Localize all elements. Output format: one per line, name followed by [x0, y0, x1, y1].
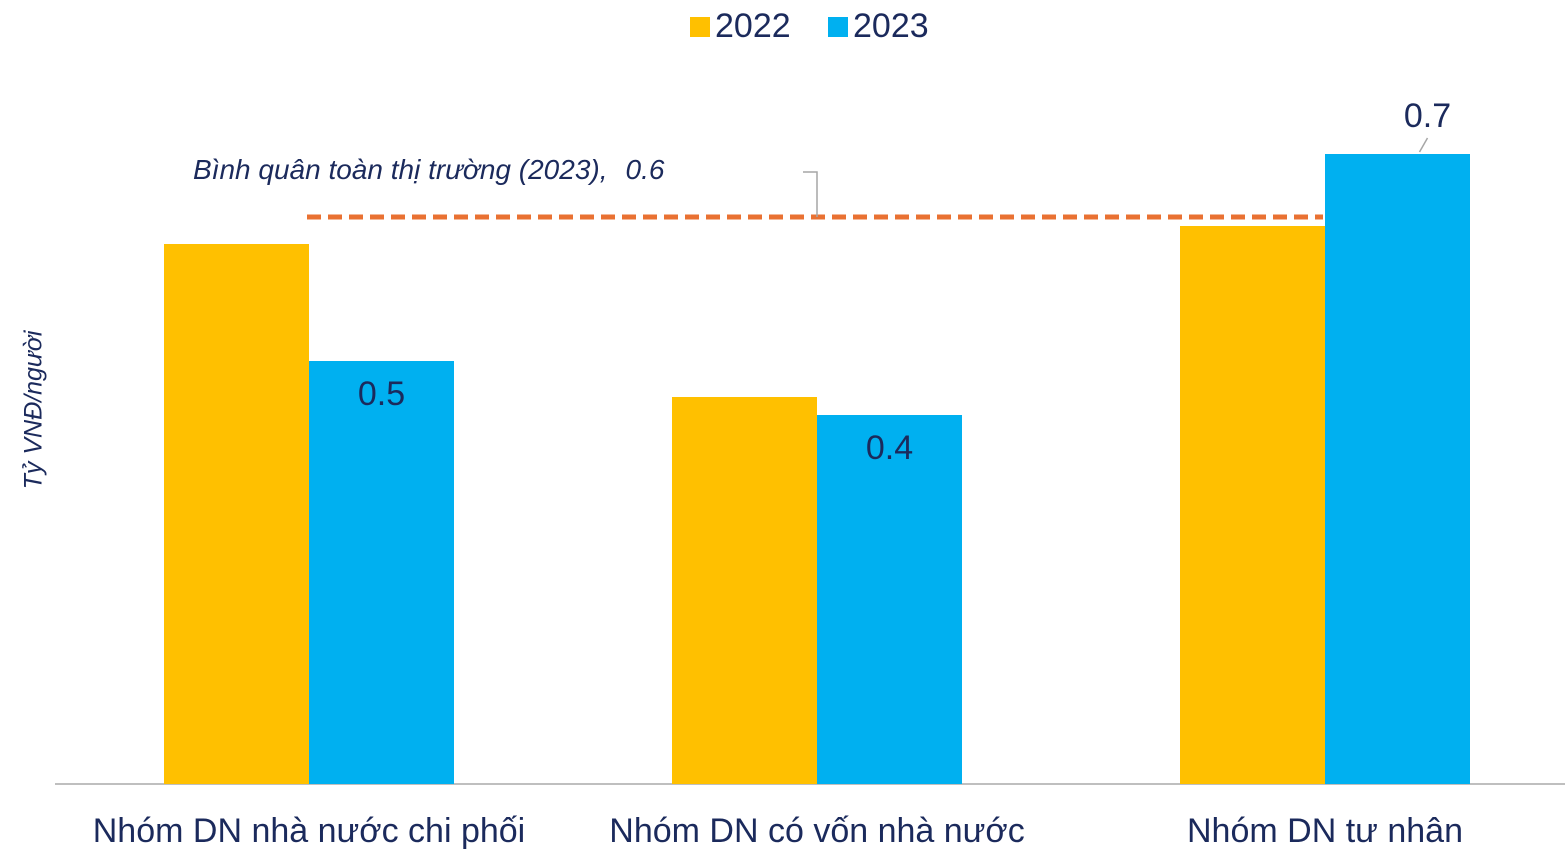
- bar: [309, 361, 454, 784]
- data-label: 0.5: [358, 375, 405, 413]
- legend-label: 2023: [853, 7, 929, 45]
- leader-line: [1418, 137, 1429, 153]
- bar: [817, 415, 962, 784]
- legend-label: 2022: [715, 7, 791, 45]
- bar: [1180, 226, 1325, 784]
- x-tick-label: Nhóm DN tư nhân: [1187, 812, 1463, 850]
- x-tick-label: Nhóm DN có vốn nhà nước: [609, 812, 1024, 850]
- bar: [164, 244, 309, 784]
- reference-annotation: Bình quân toàn thị trường (2023), 0.6: [193, 154, 665, 185]
- x-tick-label: Nhóm DN nhà nước chi phối: [93, 812, 525, 850]
- bar: [1325, 154, 1470, 784]
- y-axis-label: Tỷ VNĐ/người: [20, 329, 48, 489]
- reference-value-label: 0.6: [626, 154, 665, 185]
- annotation-leader: [803, 171, 818, 217]
- data-label: 0.7: [1404, 97, 1451, 135]
- data-label: 0.4: [866, 429, 913, 467]
- legend-swatch: [828, 17, 848, 37]
- legend-swatch: [690, 17, 710, 37]
- reference-label: Bình quân toàn thị trường (2023),: [193, 154, 608, 185]
- bar: [672, 397, 817, 784]
